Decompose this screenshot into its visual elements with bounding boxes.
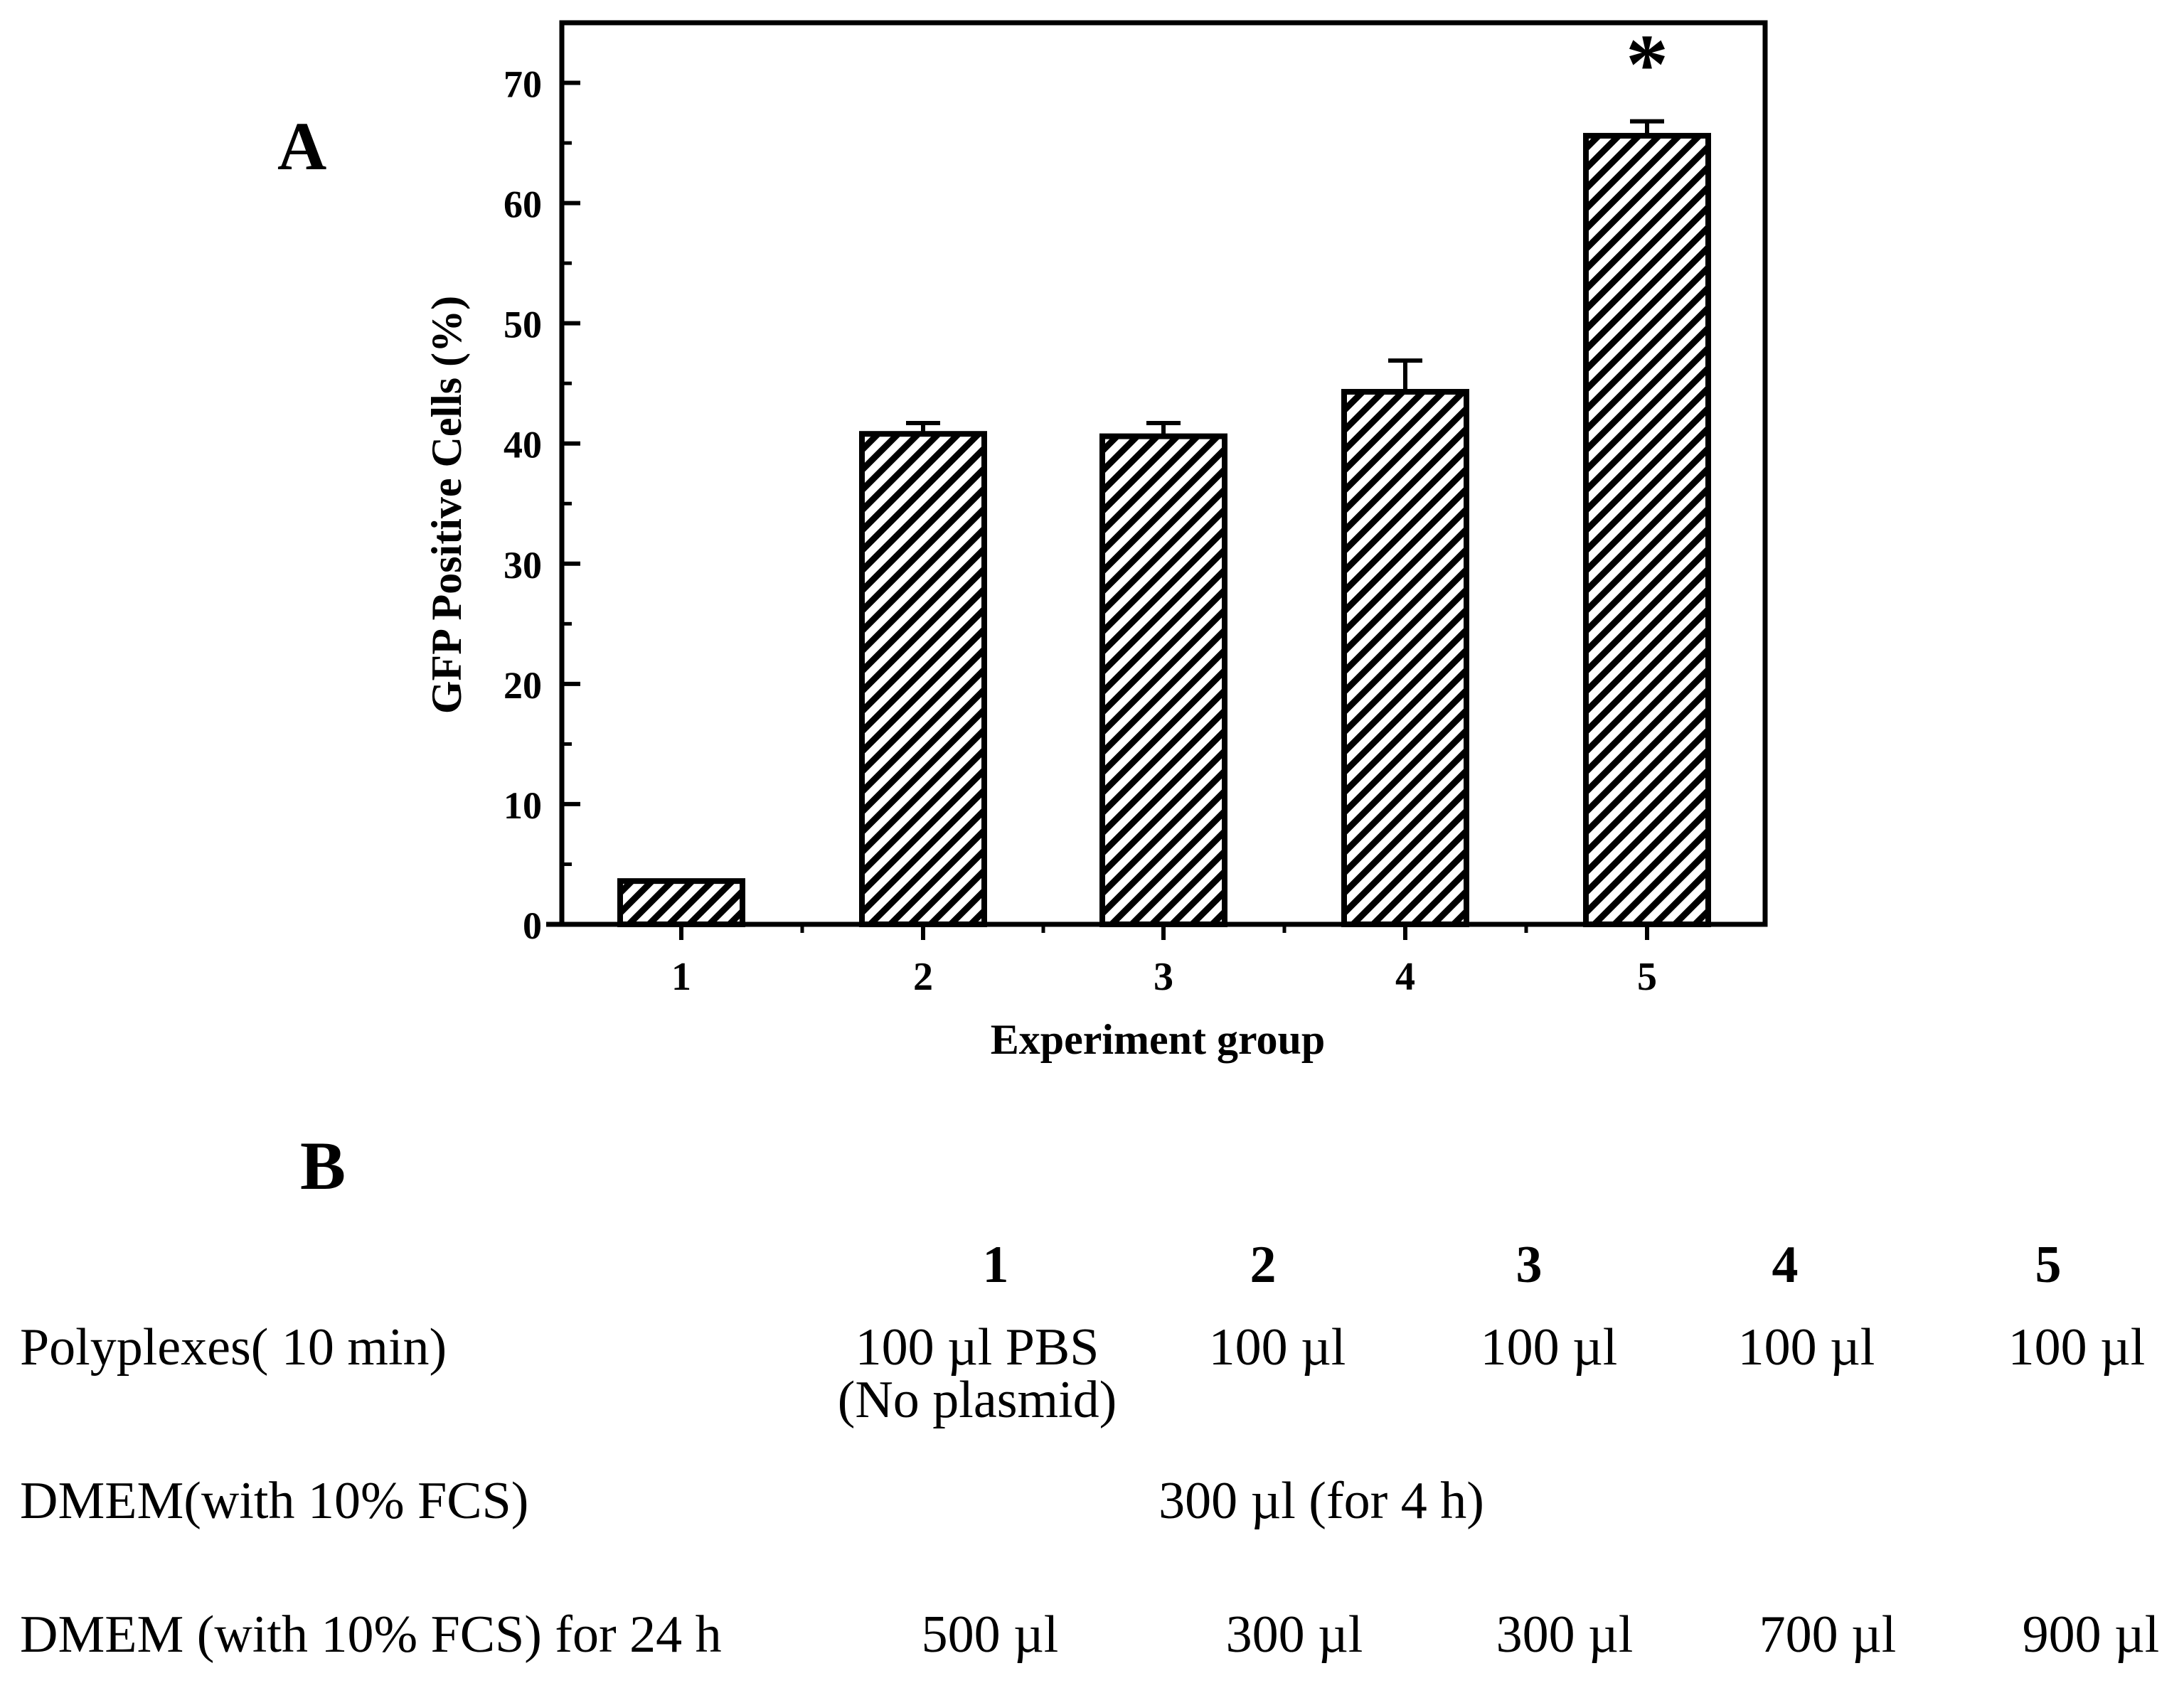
y-axis-title: GFP Positive Cells (%): [423, 296, 470, 714]
table-col-header: 4: [1772, 1236, 1799, 1294]
bar-group-4: [1341, 389, 1469, 927]
bar-group-3: [1099, 433, 1227, 927]
table-cell: 100 µl: [2008, 1318, 2146, 1377]
significance-marker: *: [1626, 17, 1668, 112]
y-tick-label: 0: [523, 904, 542, 947]
table-cell: 300 µl: [1225, 1605, 1363, 1664]
x-axis-title: Experiment group: [991, 1016, 1326, 1063]
y-tick-label: 60: [504, 183, 542, 226]
table-col-header: 1: [982, 1236, 1009, 1294]
table-cell-note: (No plasmid): [837, 1371, 1117, 1429]
y-tick-label: 20: [504, 664, 542, 707]
table-cell: 900 µl: [2022, 1605, 2160, 1664]
table-row-label: Polyplexes( 10 min): [20, 1318, 447, 1377]
table-row-label: DMEM (with 10% FCS) for 24 h: [20, 1605, 722, 1664]
x-tick-label: 5: [1637, 955, 1657, 999]
table-col-header: 3: [1516, 1236, 1543, 1294]
table-cell: 100 µl PBS: [855, 1318, 1099, 1377]
error-bars: [906, 119, 1664, 437]
table-cell: 100 µl: [1208, 1318, 1346, 1377]
table-cell: 700 µl: [1759, 1605, 1897, 1664]
x-tick-label: 3: [1154, 955, 1173, 999]
table-col-header: 5: [2035, 1236, 2062, 1294]
table-col-header: 2: [1250, 1236, 1277, 1294]
x-tick-label: 2: [913, 955, 933, 999]
y-tick-label: 50: [504, 304, 542, 346]
x-axis: 1 2 3 4 5: [671, 924, 1657, 999]
panel-label-b: B: [300, 1128, 346, 1204]
bar-group-5: [1583, 132, 1711, 928]
table-span-cell: 300 µl (for 4 h): [1158, 1472, 1484, 1530]
bars: [617, 132, 1711, 928]
panel-label-a: A: [277, 108, 327, 184]
table-cell: 100 µl: [1737, 1318, 1875, 1377]
x-tick-label: 1: [671, 955, 691, 999]
table-row-label: DMEM(with 10% FCS): [20, 1472, 529, 1530]
x-tick-label: 4: [1395, 955, 1415, 999]
table-cell: 300 µl: [1496, 1605, 1634, 1664]
table-cell: 100 µl: [1480, 1318, 1618, 1377]
y-tick-label: 40: [504, 424, 542, 466]
y-axis: 0 10 20 30 40 50 60 70: [504, 63, 580, 947]
bar-group-2: [859, 431, 987, 927]
table-cell: 500 µl: [921, 1605, 1059, 1664]
y-tick-label: 30: [504, 544, 542, 587]
bar-group-1: [617, 878, 745, 927]
y-tick-label: 70: [504, 63, 542, 106]
y-tick-label: 10: [504, 784, 542, 827]
